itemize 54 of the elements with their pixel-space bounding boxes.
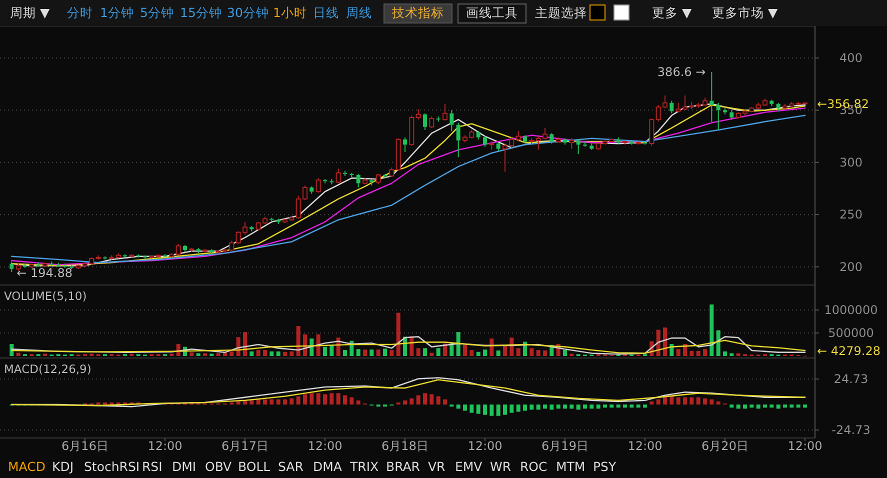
text: 主题选择 (535, 5, 587, 20)
x-tick-label: 6月19日 (542, 439, 588, 453)
y-tick-label: 400 (840, 50, 862, 65)
y-tick-label: 500000 (828, 326, 874, 340)
text: 周线 (346, 5, 372, 20)
chart-title: MACD(12,26,9) (4, 362, 92, 376)
x-tick-label: 6月18日 (382, 439, 428, 453)
x-tick-label: 6月17日 (222, 439, 268, 453)
text: 15分钟 (180, 5, 222, 20)
x-tick-label: 12:00 (468, 439, 502, 453)
text: 1小时 (273, 5, 307, 20)
text: DMA (313, 459, 342, 474)
text: KDJ (52, 459, 74, 474)
y-tick-label: 300 (840, 155, 862, 170)
y-tick-label: 1000000 (824, 303, 878, 317)
text: BOLL (238, 459, 270, 474)
x-tick-label: 6月20日 (702, 439, 748, 453)
x-tick-label: 12:00 (788, 439, 822, 453)
annotation: ← 194.88 (16, 266, 73, 280)
text: 分时 (67, 5, 93, 20)
text: 1分钟 (100, 5, 134, 20)
y-tick-label: 200 (840, 260, 862, 274)
text: StochRSI (84, 459, 140, 474)
annotation: 386.6 → (657, 64, 706, 79)
text: ROC (520, 459, 548, 474)
text: VR (428, 459, 446, 474)
y-tick-label: 24.73 (834, 372, 868, 386)
text: 30分钟 (227, 5, 269, 20)
text: 技术指标 (391, 5, 444, 20)
text: RSI (142, 459, 162, 474)
text: SAR (278, 459, 304, 474)
text: TRIX (349, 459, 380, 474)
text: 更多 ▼ (652, 5, 692, 20)
x-tick-label: 12:00 (148, 439, 182, 453)
text: MACD (8, 459, 46, 474)
x-tick-label: 12:00 (628, 439, 662, 453)
text: 画线工具 (466, 5, 518, 20)
text: 周期 ▼ (10, 5, 50, 20)
annotation: ← 4279.28 (817, 344, 880, 358)
text: EMV (455, 459, 483, 474)
x-tick-label: 6月16日 (62, 439, 108, 453)
text: WR (490, 459, 512, 474)
text: 更多市场 ▼ (712, 5, 778, 20)
text: 5分钟 (140, 5, 174, 20)
text: 日线 (313, 5, 339, 20)
y-tick-label: -24.73 (832, 423, 870, 438)
chart-title: VOLUME(5,10) (4, 289, 87, 303)
text: DMI (172, 459, 196, 474)
x-tick-label: 12:00 (308, 439, 342, 453)
text: OBV (205, 459, 232, 474)
y-tick-label: 250 (840, 208, 862, 222)
text: BRAR (386, 459, 420, 474)
text: MTM (556, 459, 586, 474)
text: PSY (593, 459, 616, 474)
